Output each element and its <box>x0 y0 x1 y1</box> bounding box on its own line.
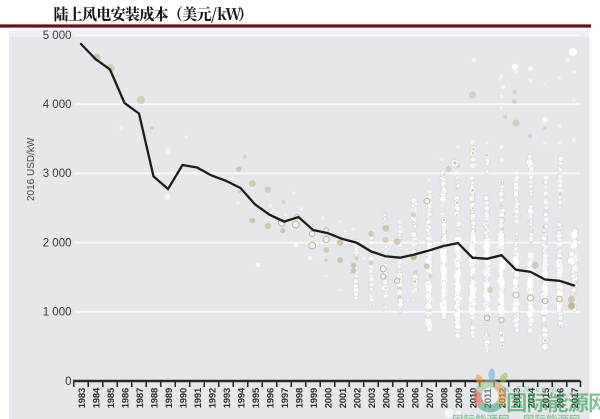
svg-text:1990: 1990 <box>178 388 189 408</box>
svg-text:1996: 1996 <box>265 388 276 408</box>
svg-text:1997: 1997 <box>280 388 291 408</box>
svg-text:2003: 2003 <box>367 388 378 408</box>
svg-text:1994: 1994 <box>236 387 247 408</box>
svg-text:2011: 2011 <box>483 388 494 409</box>
svg-text:2008: 2008 <box>439 388 450 408</box>
svg-text:5 000: 5 000 <box>43 30 72 42</box>
svg-text:1992: 1992 <box>207 388 218 408</box>
svg-text:2006: 2006 <box>410 388 421 408</box>
svg-text:1999: 1999 <box>309 388 320 408</box>
svg-text:2016 USD/kW: 2016 USD/kW <box>26 137 37 201</box>
svg-text:1991: 1991 <box>193 387 204 408</box>
svg-text:1984: 1984 <box>91 387 102 408</box>
svg-text:1985: 1985 <box>106 387 117 408</box>
svg-text:1993: 1993 <box>222 388 233 408</box>
svg-text:1986: 1986 <box>120 388 131 408</box>
svg-text:3 000: 3 000 <box>43 168 72 180</box>
svg-text:4 000: 4 000 <box>43 99 72 111</box>
svg-text:2001: 2001 <box>338 387 349 408</box>
svg-text:0: 0 <box>65 376 71 388</box>
svg-text:1987: 1987 <box>135 388 146 408</box>
svg-text:2005: 2005 <box>396 387 407 408</box>
svg-text:2000: 2000 <box>323 388 334 408</box>
svg-text:1 000: 1 000 <box>43 307 72 319</box>
svg-text:2 000: 2 000 <box>43 237 72 249</box>
svg-text:2015: 2015 <box>541 387 552 408</box>
svg-text:2002: 2002 <box>352 388 363 408</box>
svg-text:1983: 1983 <box>77 388 88 408</box>
svg-text:1988: 1988 <box>149 388 160 408</box>
svg-text:iN-EN.com: iN-EN.com <box>499 384 558 394</box>
svg-text:1998: 1998 <box>294 388 305 408</box>
svg-text:1995: 1995 <box>251 387 262 408</box>
svg-text:2004: 2004 <box>381 387 392 408</box>
svg-text:2007: 2007 <box>425 388 436 408</box>
svg-text:1989: 1989 <box>164 388 175 408</box>
svg-text:2009: 2009 <box>454 388 465 408</box>
